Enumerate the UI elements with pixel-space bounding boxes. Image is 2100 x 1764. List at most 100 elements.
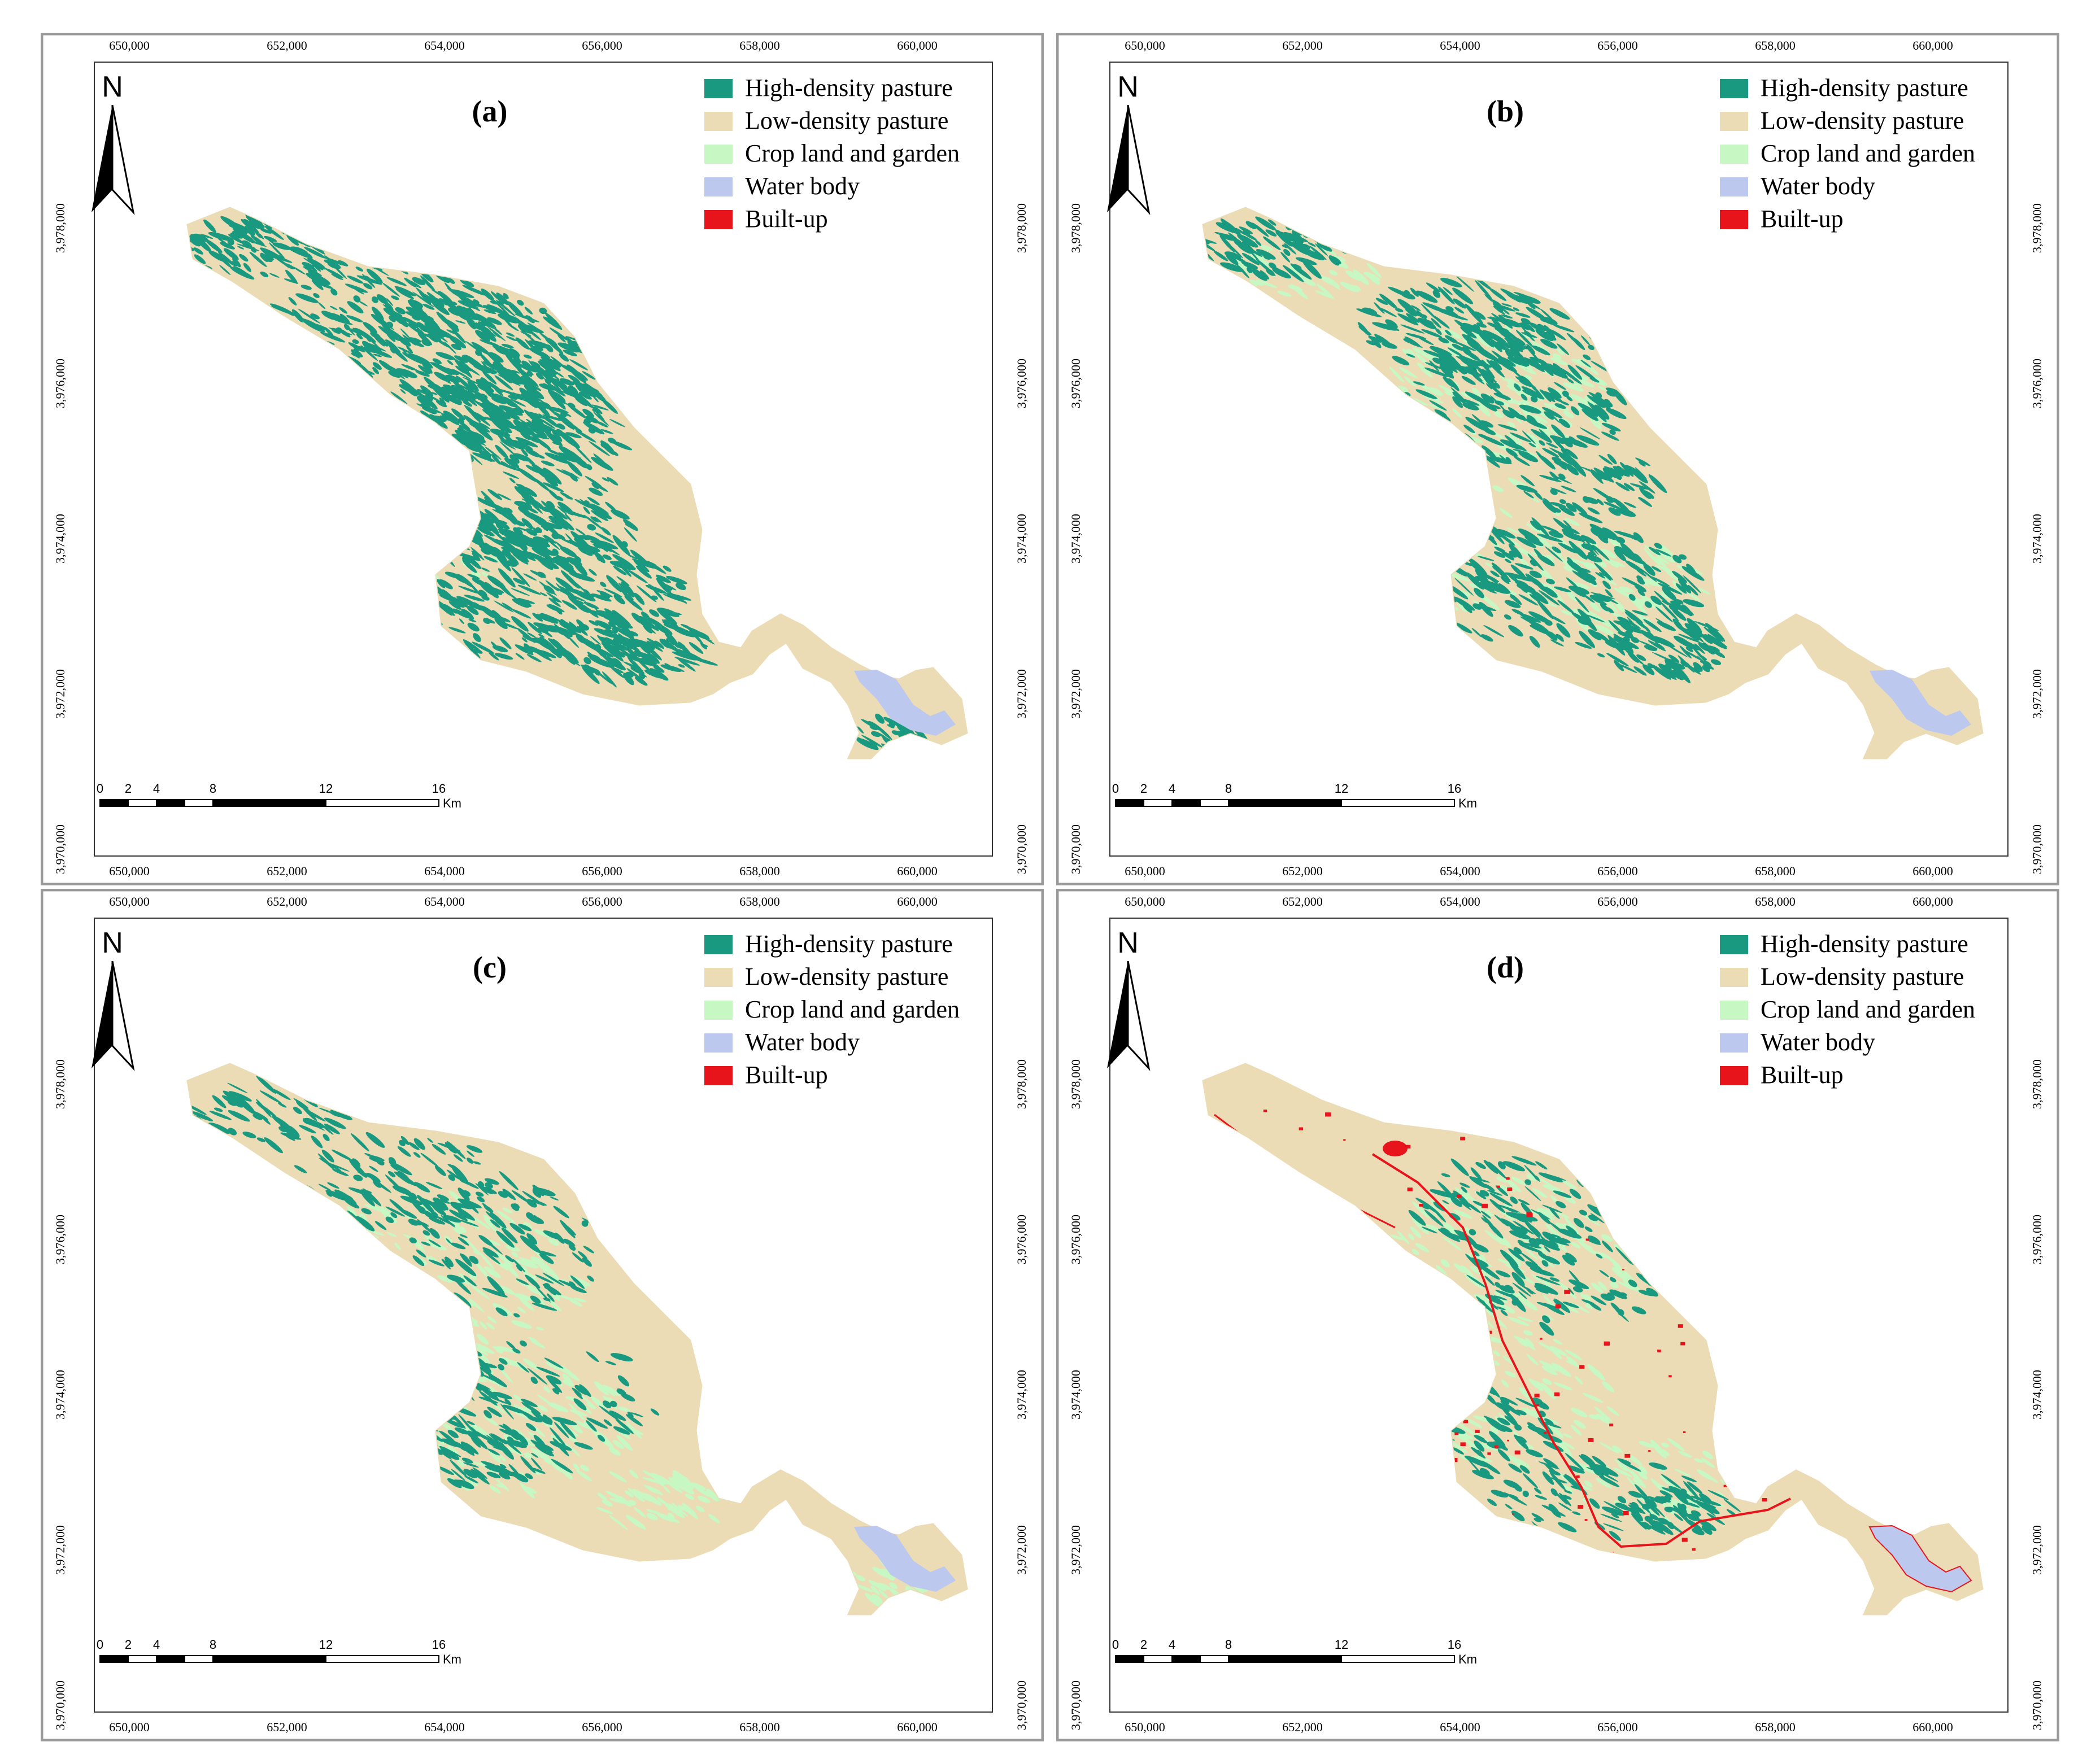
high-density-pasture-patch (600, 582, 607, 587)
high-density-pasture-patch (1435, 328, 1442, 335)
high-density-pasture-patch (1495, 1282, 1501, 1288)
high-density-pasture-patch (1426, 282, 1441, 292)
high-density-pasture-patch (1550, 639, 1564, 647)
crop-land-patch (1406, 348, 1415, 356)
high-density-pasture-patch (526, 537, 548, 549)
crop-land-patch (602, 1499, 613, 1507)
high-density-pasture-patch (1539, 440, 1545, 446)
high-density-pasture-patch (505, 1255, 514, 1263)
crop-land-patch (1580, 561, 1592, 570)
high-density-pasture-patch (527, 1368, 548, 1385)
high-density-pasture-patch (435, 338, 450, 348)
crop-land-patch (609, 1497, 628, 1504)
high-density-pasture-patch (1454, 341, 1476, 352)
high-density-pasture-patch (1649, 547, 1661, 556)
high-density-pasture-patch (1522, 390, 1536, 397)
high-density-pasture-patch (1542, 391, 1552, 402)
high-density-pasture-patch (499, 1358, 508, 1365)
y-tick-label-left: 3,974,000 (1069, 514, 1083, 564)
high-density-pasture-patch (1505, 330, 1522, 344)
crop-land-patch (1457, 603, 1467, 612)
high-density-pasture-patch (602, 671, 617, 688)
high-density-pasture-patch (601, 398, 618, 414)
high-density-pasture-patch (1628, 535, 1639, 541)
high-density-pasture-patch (1672, 554, 1682, 564)
legend-label: High-density pasture (1761, 930, 1968, 958)
x-tick-label-top: 656,000 (582, 894, 622, 909)
high-density-pasture-patch (572, 1252, 584, 1263)
high-density-pasture-patch (1509, 1494, 1519, 1499)
high-density-pasture-patch (416, 326, 425, 335)
crop-land-patch (1564, 518, 1580, 526)
x-tick-label-top: 650,000 (1125, 38, 1165, 53)
high-density-pasture-patch (1491, 1490, 1508, 1498)
high-density-pasture-patch (1565, 1453, 1584, 1471)
high-density-pasture-patch (451, 289, 474, 298)
high-density-pasture-patch (573, 1398, 587, 1411)
high-density-pasture-patch (1356, 308, 1382, 317)
high-density-pasture-patch (242, 240, 252, 248)
high-density-pasture-patch (549, 1441, 572, 1451)
crop-land-patch (1513, 1335, 1530, 1344)
high-density-pasture-patch (465, 308, 473, 313)
high-density-pasture-patch (1588, 344, 1594, 350)
high-density-pasture-patch (1590, 360, 1611, 373)
high-density-pasture-patch (450, 304, 469, 317)
high-density-pasture-patch (468, 619, 477, 622)
y-tick-label-right: 3,970,000 (1014, 1680, 1029, 1730)
high-density-pasture-patch (543, 535, 556, 544)
crop-land-patch (1565, 1349, 1583, 1361)
y-tick-label-right: 3,974,000 (1014, 514, 1029, 564)
high-density-pasture-patch (1459, 398, 1480, 406)
high-density-pasture-patch (382, 282, 400, 297)
high-density-pasture-patch (1514, 580, 1529, 588)
legend-label: High-density pasture (1761, 74, 1968, 102)
high-density-pasture-patch (500, 1403, 514, 1420)
high-density-pasture-patch (438, 1430, 460, 1447)
crop-land-patch (697, 1496, 711, 1503)
y-tick-label-left: 3,974,000 (1069, 1370, 1083, 1420)
high-density-pasture-patch (1613, 466, 1630, 477)
high-density-pasture-patch (368, 343, 386, 352)
high-density-pasture-patch (568, 636, 580, 648)
built-up-patch (1263, 1110, 1267, 1112)
high-density-pasture-patch (543, 522, 552, 526)
high-density-pasture-patch (346, 315, 363, 322)
crop-land-patch (473, 1343, 495, 1354)
high-density-pasture-patch (634, 592, 645, 605)
high-density-pasture-patch (324, 259, 332, 264)
high-density-pasture-patch (1671, 1487, 1689, 1505)
high-density-pasture-patch (1567, 1465, 1585, 1474)
built-up-patch (1343, 1139, 1346, 1141)
y-tick-label-left: 3,976,000 (1069, 359, 1083, 408)
high-density-pasture-patch (259, 1090, 282, 1104)
high-density-pasture-patch (1556, 1237, 1571, 1243)
crop-land-patch (1426, 1224, 1439, 1232)
high-density-pasture-patch (228, 1110, 250, 1122)
high-density-pasture-patch (512, 1429, 520, 1438)
high-density-pasture-patch (1605, 589, 1613, 597)
high-density-pasture-patch (1282, 244, 1290, 248)
high-density-pasture-patch (446, 1169, 461, 1180)
high-density-pasture-patch (290, 246, 308, 255)
high-density-pasture-patch (1504, 614, 1511, 620)
scale-unit-label: Km (443, 796, 461, 810)
high-density-pasture-patch (494, 375, 513, 391)
high-density-pasture-patch (1639, 487, 1652, 500)
high-density-pasture-patch (576, 528, 586, 536)
high-density-pasture-patch (1439, 361, 1454, 374)
high-density-pasture-patch (1514, 1434, 1529, 1450)
crop-land-patch (1639, 1441, 1654, 1448)
high-density-pasture-patch (1538, 1172, 1563, 1182)
high-density-pasture-patch (1497, 1161, 1506, 1169)
scale-tick-label: 4 (153, 1638, 160, 1652)
high-density-pasture-patch (525, 496, 543, 514)
high-density-pasture-patch (565, 432, 582, 439)
crop-land-patch (1527, 1173, 1537, 1181)
high-density-pasture-patch (591, 510, 609, 521)
high-density-pasture-patch (1648, 640, 1666, 652)
crop-land-patch (1501, 1379, 1509, 1387)
high-density-pasture-patch (495, 444, 508, 459)
high-density-pasture-patch (386, 331, 396, 342)
high-density-pasture-patch (500, 622, 519, 630)
